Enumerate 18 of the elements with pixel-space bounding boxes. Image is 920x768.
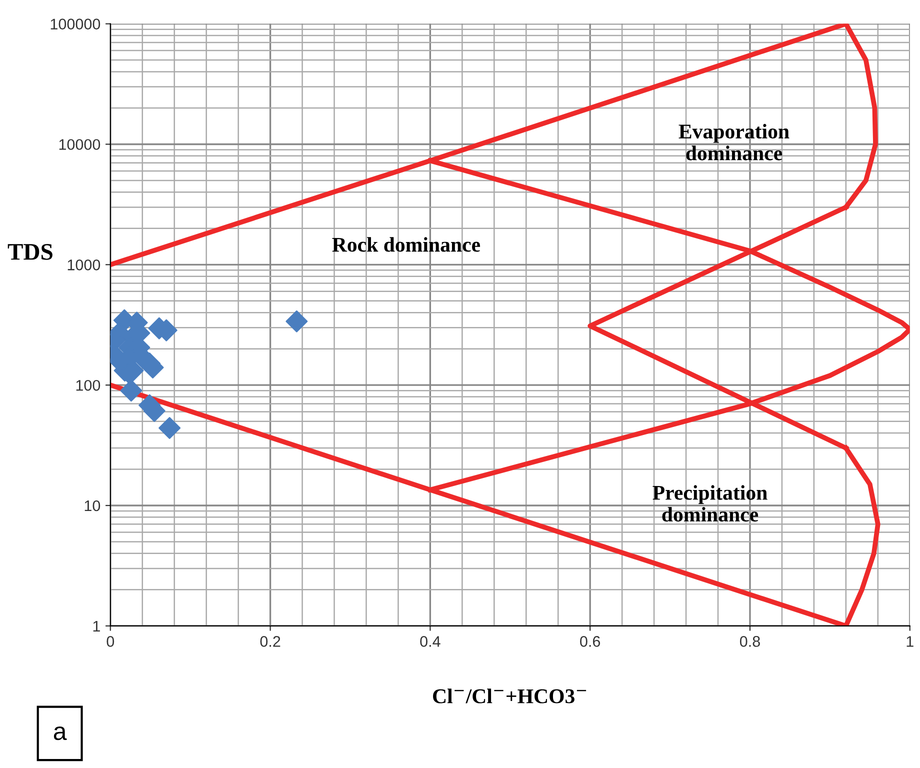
x-tick-label: 0.6 (580, 636, 600, 647)
x-tick-label: 0.2 (260, 636, 280, 647)
y-tick-label: 10000 (59, 139, 100, 150)
annotation: Evaporation dominance (678, 124, 790, 160)
text: a (54, 726, 67, 740)
y-tick-label: 10 (84, 500, 100, 512)
x-tick-label: 0 (106, 636, 114, 647)
y-tick-label: 1000 (68, 260, 100, 270)
x-axis-title: Cl$^{−}$/Cl$^{−}$+HCO3$^{−}$ (433, 688, 586, 704)
y-tick-label: 100 (76, 380, 100, 391)
x-tick-label: 0.4 (420, 636, 440, 647)
annotation: Rock dominance (332, 237, 480, 252)
x-tick-label: 1 (906, 636, 914, 647)
annotation: Precipitation dominance (652, 485, 768, 522)
y-tick-label: 1 (93, 620, 100, 632)
y-axis-title: TDS (8, 244, 52, 260)
x-tick-label: 0.8 (740, 636, 760, 647)
y-tick-label: 100000 (50, 18, 100, 30)
